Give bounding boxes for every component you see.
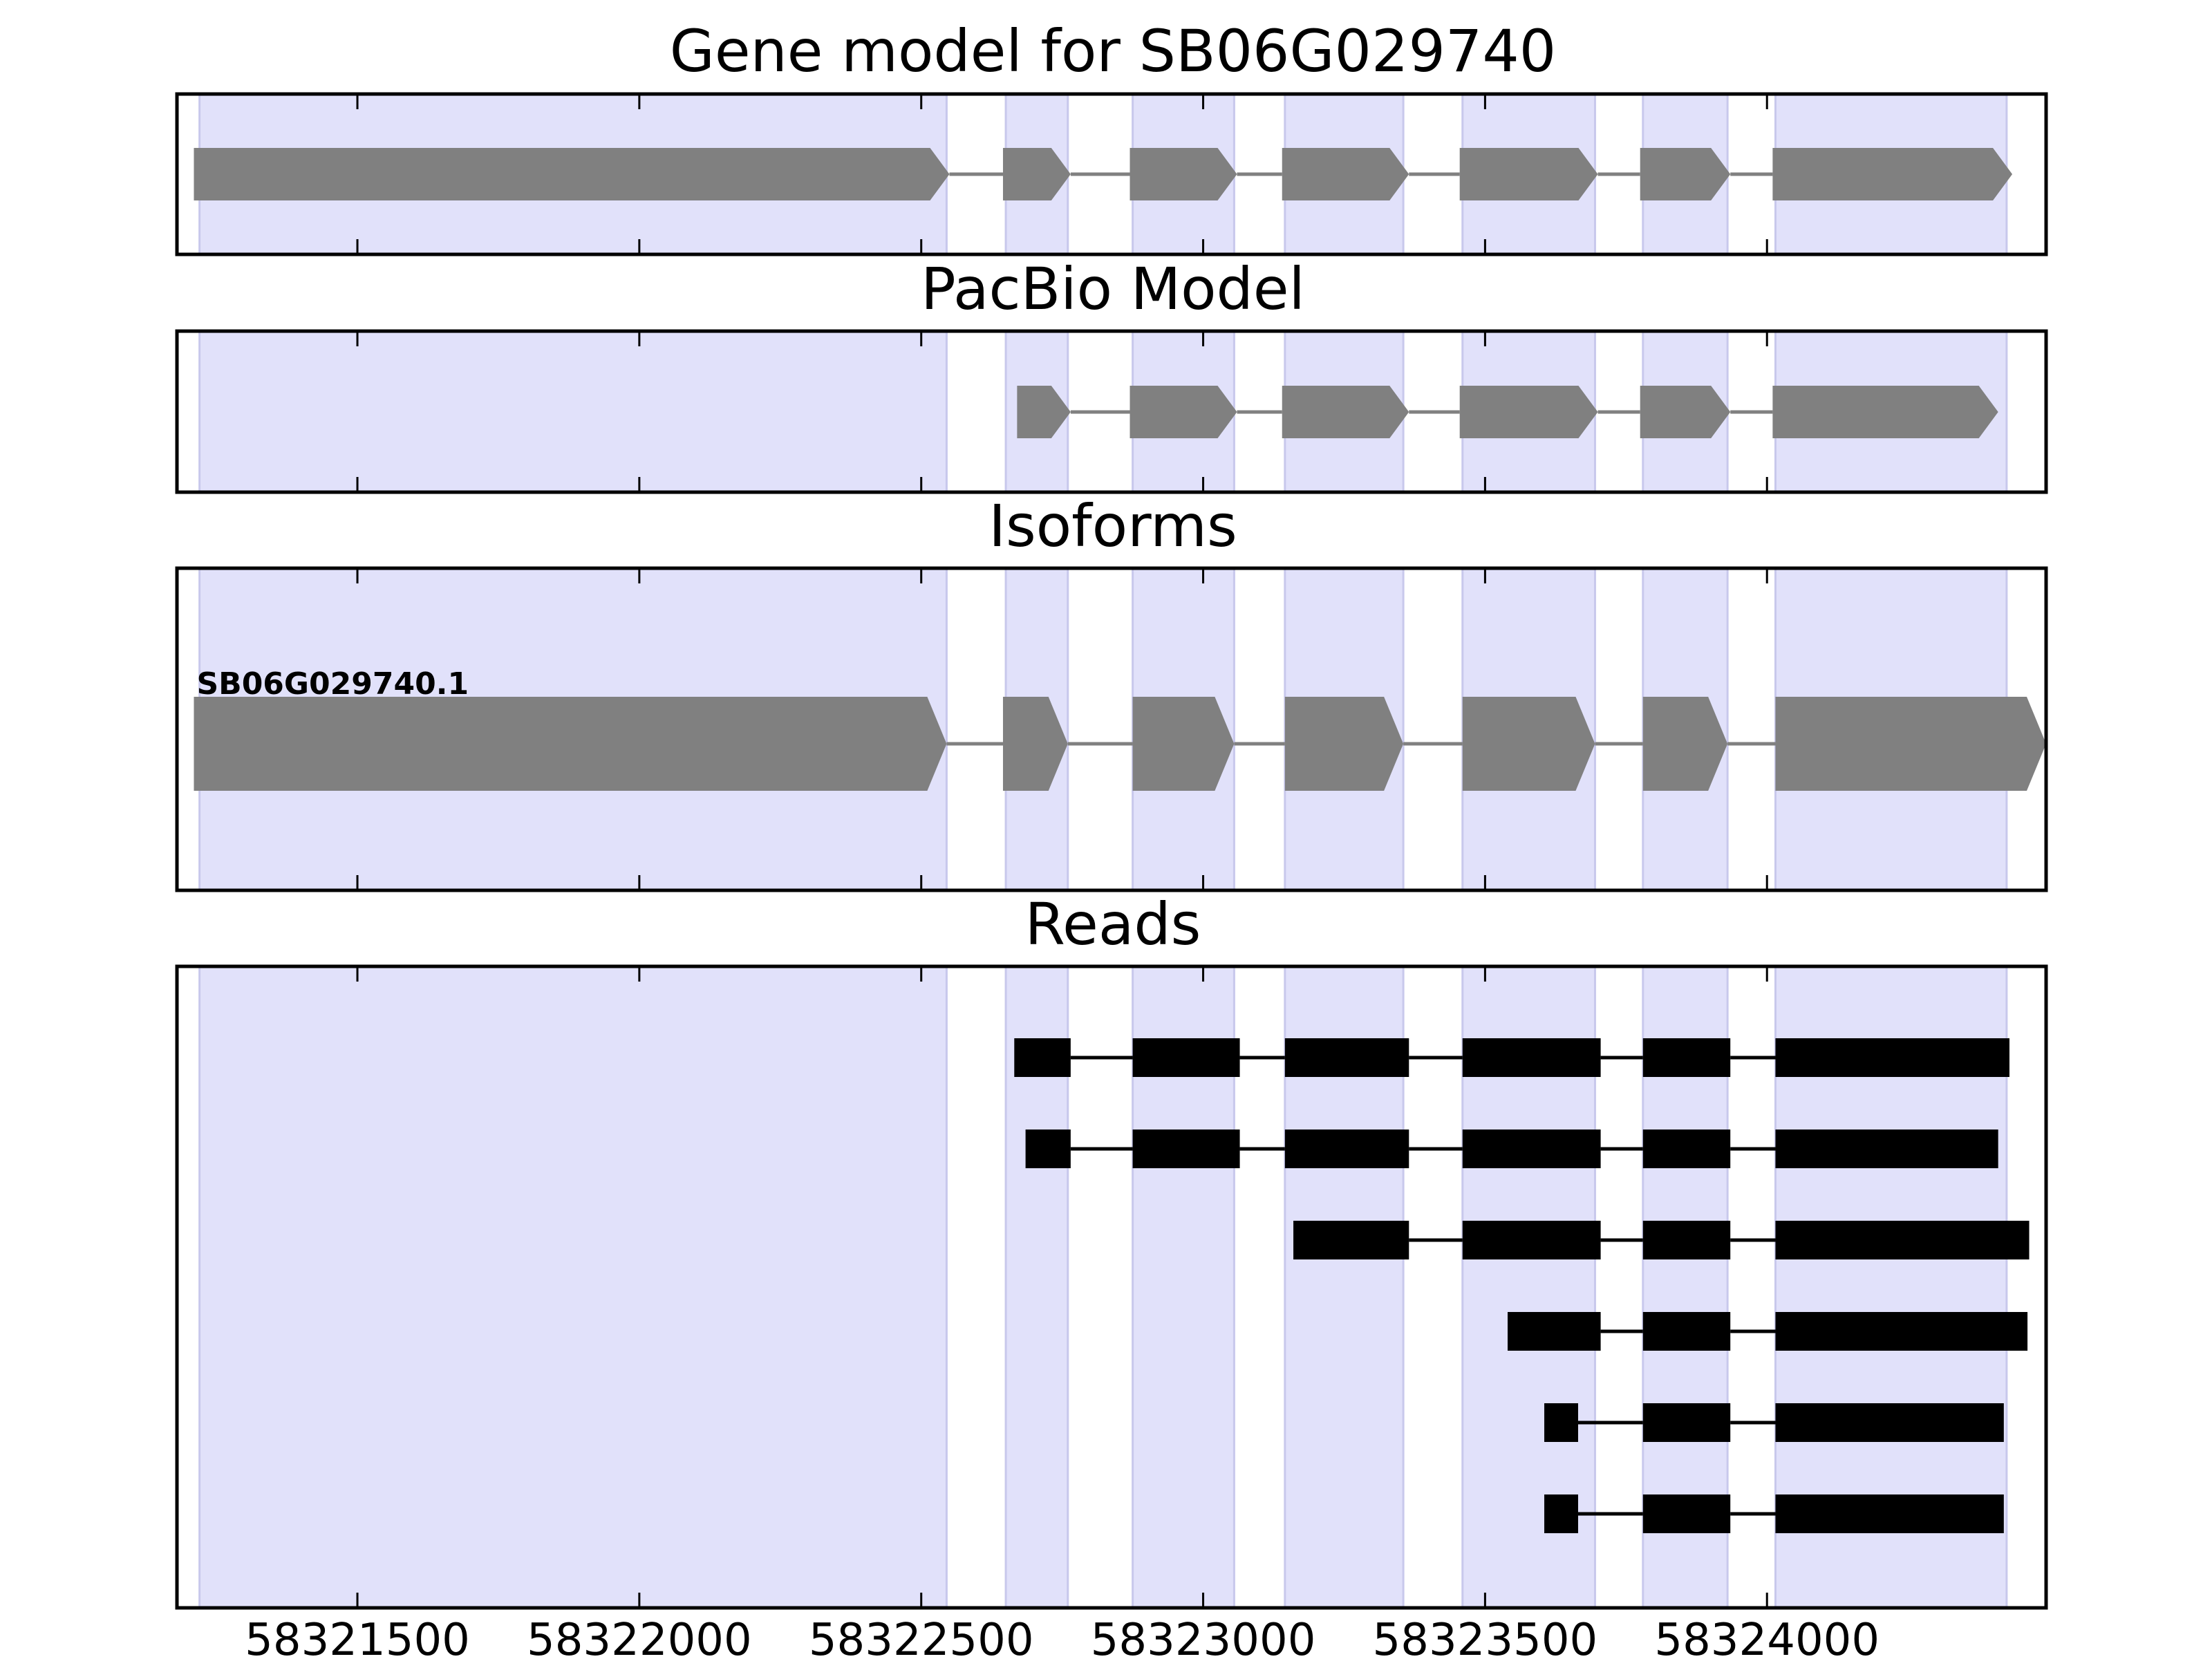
exon-arrow <box>1002 148 1071 200</box>
read-block <box>1284 1130 1409 1168</box>
read-block <box>1132 1038 1240 1077</box>
exon-arrow <box>1640 386 1731 438</box>
exon-arrow <box>1282 386 1409 438</box>
panel-frame <box>175 92 2048 256</box>
read-block <box>1544 1494 1578 1533</box>
read-block <box>1775 1403 2004 1442</box>
read-block <box>1642 1494 1731 1533</box>
panel-body-reads <box>175 964 2048 1610</box>
panel-reads: Reads <box>175 890 2048 1610</box>
read-block <box>1775 1130 1998 1168</box>
read-track <box>1025 1130 1998 1168</box>
exon-band-1 <box>198 965 948 1609</box>
read-track <box>1544 1403 2004 1442</box>
read-block <box>1642 1130 1731 1168</box>
read-block <box>1775 1494 2004 1533</box>
exon-arrow <box>1775 697 2046 791</box>
read-block <box>1775 1312 2028 1351</box>
exon-arrow <box>1459 148 1598 200</box>
exon-arrow <box>1640 148 1731 200</box>
panel-title-reads: Reads <box>1025 890 1201 958</box>
exon-arrow <box>194 148 950 200</box>
panel-frame <box>175 566 2048 892</box>
x-tick-label: 58323500 <box>1373 1615 1598 1659</box>
x-tick-label: 58324000 <box>1654 1615 1880 1659</box>
read-block <box>1014 1038 1071 1077</box>
read-block <box>1642 1221 1731 1259</box>
isoform-label: SB06G029740.1 <box>196 666 469 702</box>
read-block <box>1462 1038 1601 1077</box>
feature-track: SB06G029740.1 <box>194 666 2046 791</box>
panel-isoforms: Isoforms SB06G029740.1 <box>175 492 2048 892</box>
exon-band-1 <box>198 330 948 494</box>
read-block <box>1284 1038 1409 1077</box>
panel-body-isoforms: SB06G029740.1 <box>175 566 2048 892</box>
read-block <box>1508 1312 1601 1351</box>
panel-title-gene-model: Gene model for SB06G029740 <box>670 17 1556 85</box>
read-block <box>1642 1038 1731 1077</box>
exon-arrow <box>194 697 947 791</box>
x-axis-tick-labels: 58321500 58322000 58322500 58323000 58323500… <box>245 1615 1880 1659</box>
read-block <box>1132 1130 1240 1168</box>
exon-arrow <box>1002 697 1068 791</box>
exon-arrow <box>1642 697 1728 791</box>
panel-body-gene-model <box>175 92 2048 256</box>
exon-arrow <box>1772 148 2013 200</box>
x-tick-label: 58322000 <box>527 1615 752 1659</box>
read-track <box>1508 1312 2028 1351</box>
read-block <box>1025 1130 1071 1168</box>
exon-arrow <box>1282 148 1409 200</box>
exon-arrow <box>1130 386 1237 438</box>
x-tick-label: 58321500 <box>245 1615 470 1659</box>
feature-track <box>194 148 2013 200</box>
panel-frame <box>175 964 2048 1610</box>
read-block <box>1642 1403 1731 1442</box>
exon-arrow <box>1132 697 1235 791</box>
exon-arrow <box>1772 386 1998 438</box>
exon-arrow <box>1459 386 1598 438</box>
panel-title-isoforms: Isoforms <box>988 492 1237 560</box>
read-block <box>1775 1038 2009 1077</box>
x-tick-label: 58323000 <box>1091 1615 1316 1659</box>
panel-gene-model: Gene model for SB06G029740 <box>175 17 2048 256</box>
read-track <box>1293 1221 2030 1259</box>
panel-title-pacbio-model: PacBio Model <box>921 255 1305 323</box>
exon-arrow <box>1017 386 1071 438</box>
read-track <box>1544 1494 2004 1533</box>
read-track <box>1014 1038 2009 1077</box>
exon-arrow <box>1462 697 1595 791</box>
read-block <box>1775 1221 2030 1259</box>
panel-frame <box>175 329 2048 494</box>
panel-pacbio-model: PacBio Model <box>175 255 2048 494</box>
exon-arrow <box>1130 148 1237 200</box>
panel-body-pacbio-model <box>175 329 2048 494</box>
read-block <box>1462 1130 1601 1168</box>
x-tick-label: 58322500 <box>809 1615 1034 1659</box>
exon-arrow <box>1284 697 1404 791</box>
read-block <box>1293 1221 1409 1259</box>
feature-track <box>1017 386 1998 438</box>
read-block <box>1462 1221 1601 1259</box>
read-block <box>1642 1312 1731 1351</box>
read-block <box>1544 1403 1578 1442</box>
